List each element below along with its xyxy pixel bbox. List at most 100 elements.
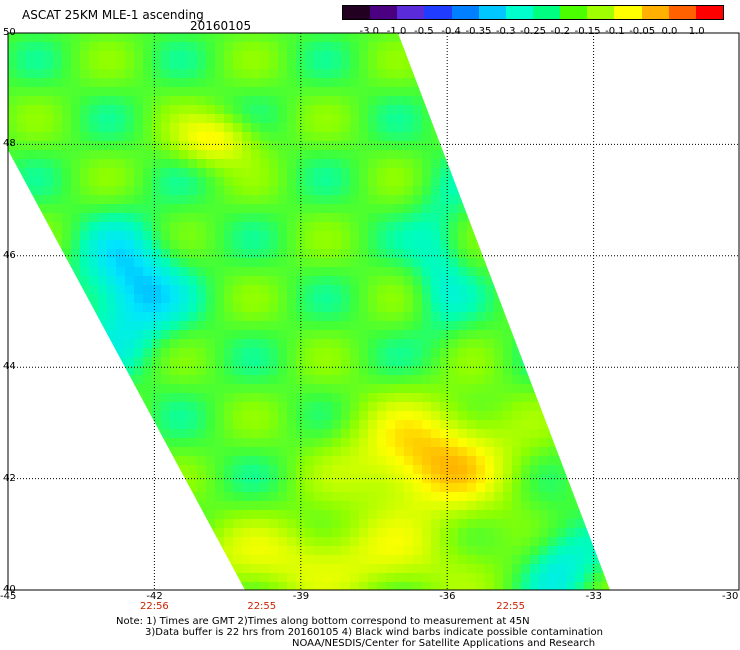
data-cell [251,366,261,376]
data-cell [395,150,405,160]
data-cell [395,141,405,151]
data-cell [566,510,576,520]
data-cell [26,546,36,556]
data-cell [260,249,270,259]
data-cell [224,177,234,187]
data-cell [206,384,216,394]
data-cell [305,492,315,502]
data-cell [431,393,441,403]
data-cell [26,60,36,70]
data-cell [413,429,423,439]
data-cell [575,348,585,358]
data-cell [305,159,315,169]
data-cell [8,564,18,574]
data-cell [566,195,576,205]
data-cell [548,78,558,88]
data-cell [404,303,414,313]
data-cell [296,366,306,376]
data-cell [143,123,153,133]
data-cell [80,213,90,223]
data-cell [98,96,108,106]
data-cell [521,96,531,106]
data-cell [566,438,576,448]
data-cell [107,87,117,97]
data-cell [62,483,72,493]
data-cell [377,249,387,259]
data-cell [548,465,558,475]
data-cell [368,132,378,142]
data-cell [143,366,153,376]
data-cell [512,204,522,214]
data-cell [305,348,315,358]
data-cell [485,294,495,304]
data-cell [539,132,549,142]
data-cell [323,555,333,565]
data-cell [341,456,351,466]
data-cell [386,411,396,421]
data-cell [125,474,135,484]
data-cell [422,483,432,493]
data-cell [368,546,378,556]
data-cell [224,285,234,295]
data-cell [485,375,495,385]
data-cell [431,195,441,205]
data-cell [341,582,351,590]
data-cell [215,51,225,61]
data-cell [296,456,306,466]
data-cell [62,195,72,205]
data-cell [116,186,126,196]
data-cell [215,231,225,241]
data-cell [35,393,45,403]
data-cell [593,87,603,97]
data-cell [143,546,153,556]
data-cell [413,87,423,97]
data-cell [251,303,261,313]
data-cell [368,366,378,376]
data-cell [152,285,162,295]
data-cell [17,465,27,475]
data-cell [539,231,549,241]
data-cell [431,249,441,259]
data-cell [305,168,315,178]
data-cell [323,141,333,151]
data-cell [107,51,117,61]
data-cell [413,339,423,349]
data-cell [458,402,468,412]
data-cell [116,375,126,385]
data-cell [458,357,468,367]
data-cell [566,303,576,313]
data-cell [44,384,54,394]
data-cell [413,69,423,79]
data-cell [71,483,81,493]
data-cell [260,357,270,367]
data-cell [458,366,468,376]
data-cell [449,330,459,340]
data-cell [575,78,585,88]
data-cell [260,69,270,79]
data-cell [476,546,486,556]
data-cell [485,402,495,412]
data-cell [107,285,117,295]
data-cell [107,96,117,106]
data-cell [98,393,108,403]
data-cell [323,312,333,322]
data-cell [386,537,396,547]
data-cell [422,537,432,547]
data-cell [503,78,513,88]
data-cell [404,159,414,169]
data-cell [368,492,378,502]
data-cell [17,519,27,529]
data-cell [26,528,36,538]
data-cell [413,573,423,583]
data-cell [368,474,378,484]
data-cell [197,222,207,232]
data-cell [44,249,54,259]
colorbar [342,5,724,20]
data-cell [350,231,360,241]
data-cell [359,366,369,376]
data-cell [602,438,610,448]
data-cell [458,114,468,124]
data-cell [602,456,610,466]
data-cell [179,312,189,322]
data-cell [71,339,81,349]
